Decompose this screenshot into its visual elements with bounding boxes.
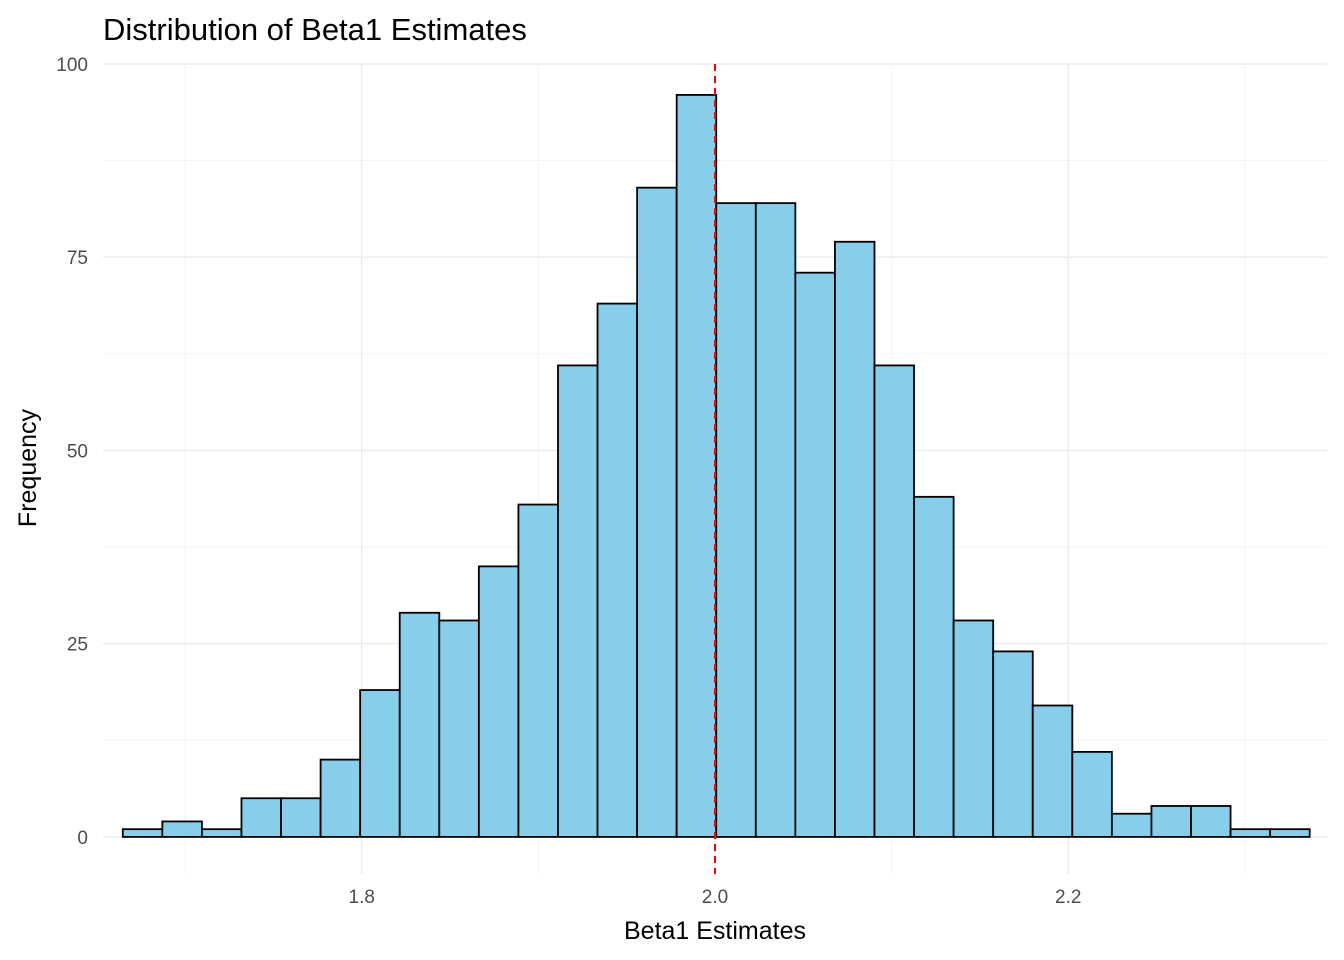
histogram-bar <box>1269 828 1311 838</box>
histogram-bar <box>596 302 639 838</box>
histogram-bars <box>121 94 1311 838</box>
histogram-bar <box>438 619 480 838</box>
y-tick-label: 75 <box>67 248 88 269</box>
chart-title: Distribution of Beta1 Estimates <box>103 12 527 47</box>
histogram-bar <box>477 565 520 838</box>
x-axis-tick-labels: 1.8 2.0 2.2 <box>349 887 1082 908</box>
histogram-bar <box>517 503 559 838</box>
y-tick-label: 0 <box>77 828 88 849</box>
histogram-bar <box>1150 805 1192 838</box>
histogram-bar <box>201 828 243 838</box>
histogram-bar <box>161 820 203 838</box>
histogram-bar <box>280 797 322 838</box>
y-tick-label: 100 <box>56 55 88 76</box>
y-axis-title: Frequency <box>14 408 42 527</box>
x-tick-label: 2.2 <box>1055 887 1081 908</box>
y-axis-tick-labels: 0 25 50 75 100 <box>56 55 88 849</box>
x-tick-label: 2.0 <box>702 887 728 908</box>
histogram-bar <box>992 650 1034 838</box>
histogram-bar <box>557 364 599 838</box>
x-axis-title: Beta1 Estimates <box>624 917 806 945</box>
x-tick-label: 1.8 <box>349 887 375 908</box>
histogram-bar <box>715 202 757 838</box>
y-tick-label: 25 <box>67 635 88 656</box>
histogram-bar <box>359 689 401 838</box>
histogram-bar <box>636 186 678 838</box>
histogram-bar <box>834 240 876 838</box>
histogram-bar <box>952 619 995 838</box>
histogram-bar <box>319 758 362 838</box>
histogram-bar <box>121 828 164 838</box>
y-tick-label: 50 <box>67 441 88 462</box>
histogram-bar <box>873 364 915 838</box>
histogram-bar <box>794 271 836 838</box>
histogram-bar <box>754 202 797 838</box>
histogram-bar <box>1110 812 1153 838</box>
histogram-bar <box>913 495 955 838</box>
histogram-bar <box>240 797 282 838</box>
histogram-bar <box>398 611 441 838</box>
histogram-bar <box>1190 805 1232 838</box>
histogram-bar <box>1229 828 1272 838</box>
histogram-bar <box>1071 750 1113 838</box>
histogram-bar <box>675 94 718 838</box>
histogram-bar <box>1031 704 1074 838</box>
